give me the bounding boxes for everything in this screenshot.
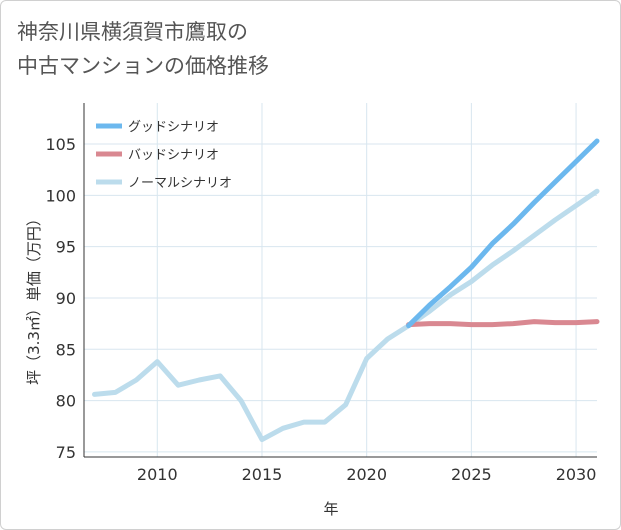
- grid-lines: [84, 103, 597, 457]
- y-tick-label: 100: [45, 186, 76, 205]
- series-line-0: [406, 138, 600, 329]
- series-lines: [92, 138, 600, 443]
- x-tick-label: 2025: [451, 465, 492, 484]
- x-axis-label: 年: [323, 500, 338, 518]
- axes: [83, 103, 597, 458]
- x-tick-label: 2015: [242, 465, 283, 484]
- y-tick-label: 75: [56, 443, 76, 462]
- y-tick-label: 105: [45, 135, 76, 154]
- y-tick-label: 90: [56, 289, 76, 308]
- y-tick-label: 85: [56, 340, 76, 359]
- x-tick-labels: 2010 2015 2020 2025 2030: [137, 465, 596, 484]
- y-tick-labels: 75 80 85 90 95 100 105: [45, 135, 76, 462]
- chart-title: 神奈川県横須賀市鷹取の 中古マンションの価格推移: [17, 20, 269, 78]
- y-tick-label: 95: [56, 238, 76, 257]
- y-tick-label: 80: [56, 392, 76, 411]
- series-line-2: [92, 188, 600, 443]
- series-line-1: [406, 319, 600, 328]
- x-tick-label: 2030: [556, 465, 597, 484]
- x-tick-label: 2010: [137, 465, 178, 484]
- x-tick-label: 2020: [346, 465, 387, 484]
- legend-label: ノーマルシナリオ: [128, 176, 232, 191]
- legend-label: グッドシナリオ: [128, 120, 219, 135]
- legend-label: バッドシナリオ: [128, 148, 219, 163]
- y-axis-label: 坪（3.3㎡）単価（万円）: [25, 211, 43, 385]
